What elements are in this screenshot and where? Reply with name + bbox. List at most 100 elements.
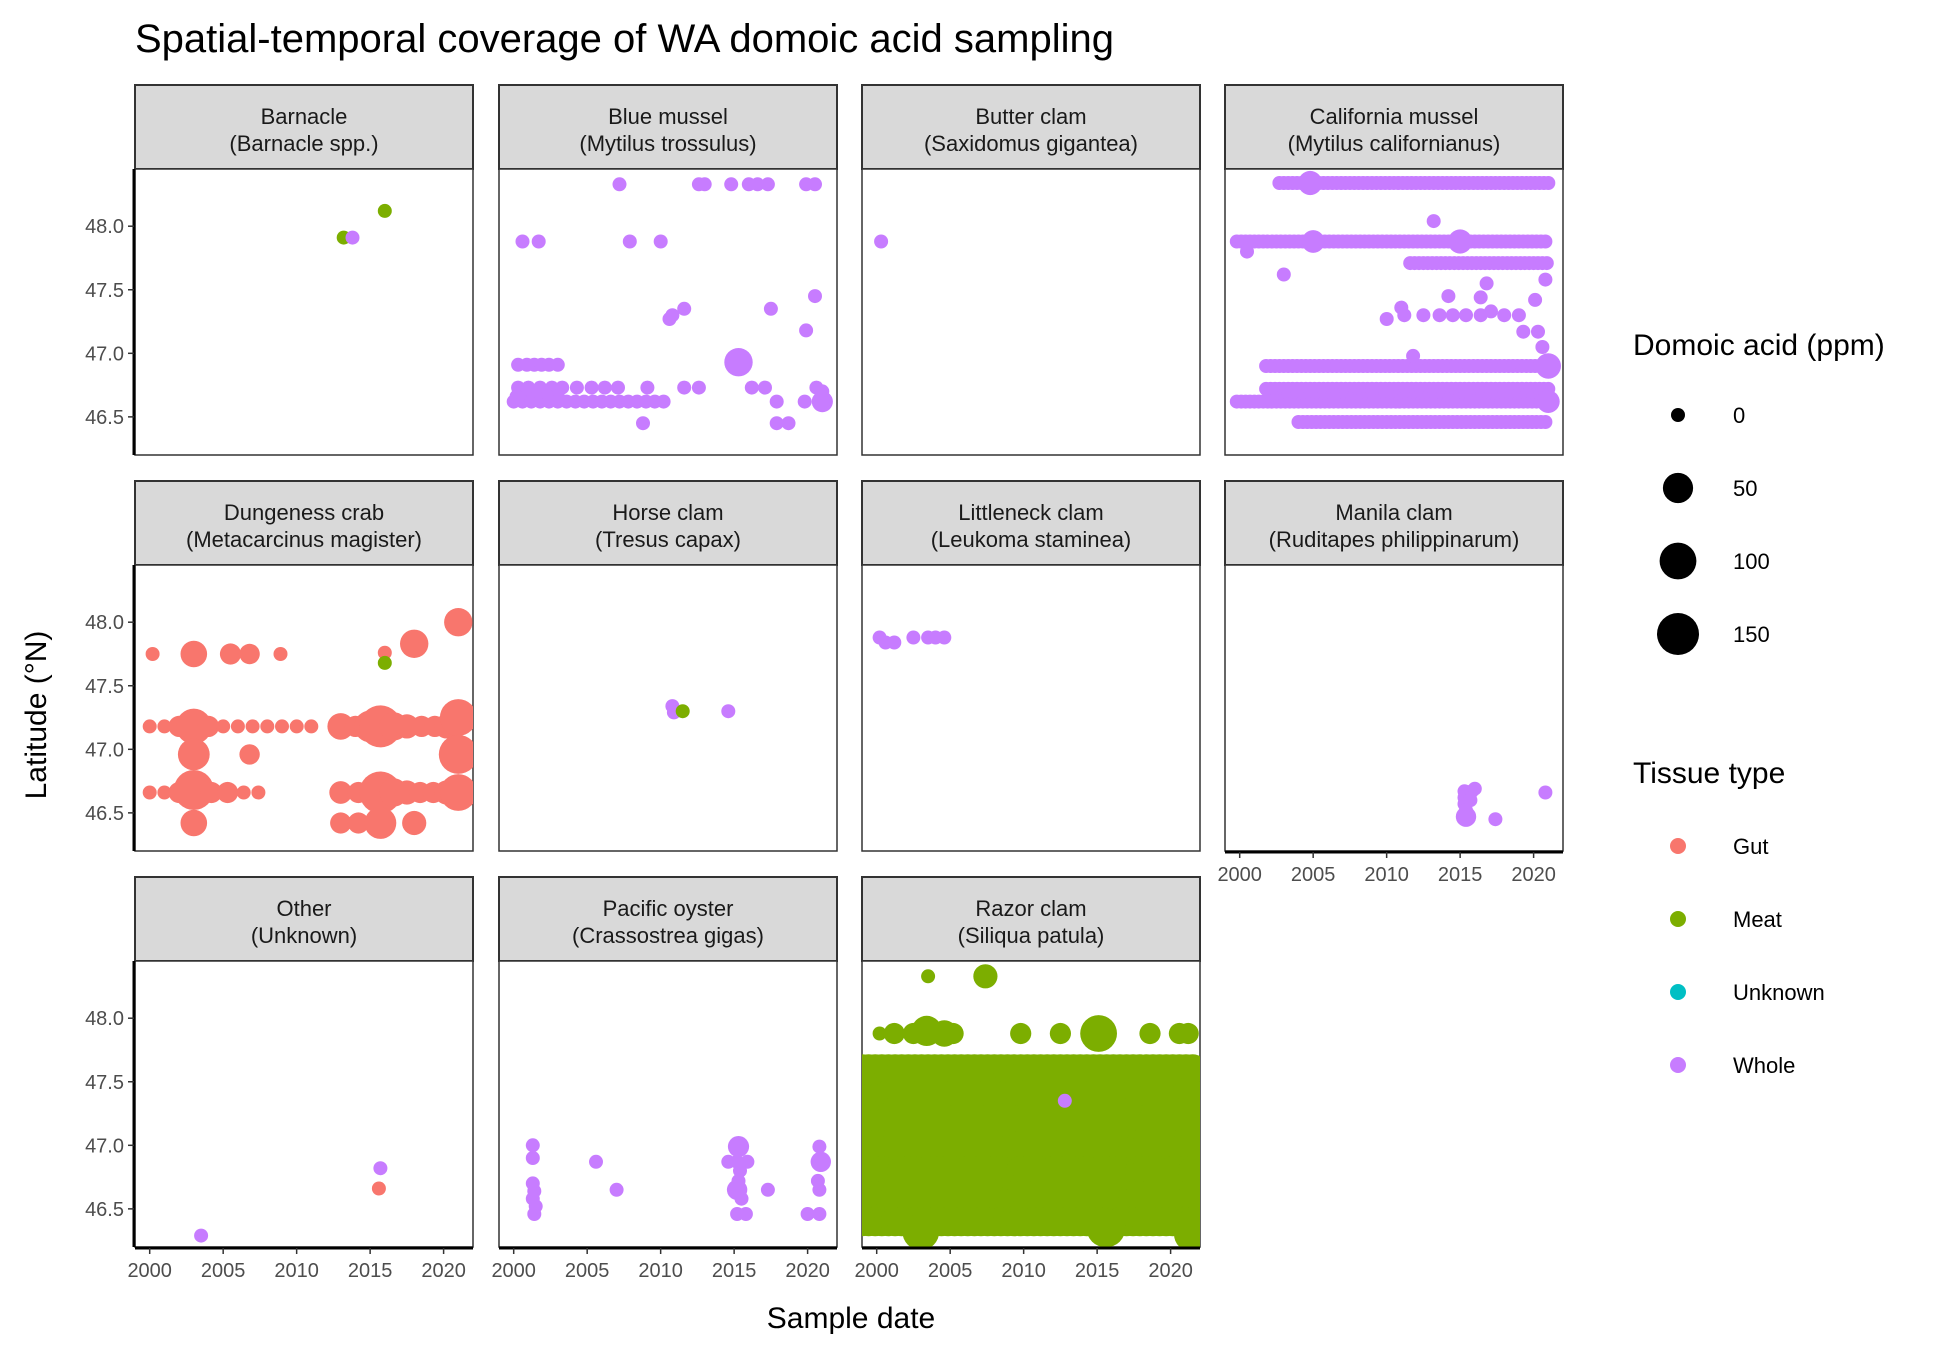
strip-label: Razor clam	[975, 896, 1086, 921]
data-point	[677, 301, 692, 316]
data-point	[217, 781, 239, 804]
data-point	[1516, 324, 1531, 339]
data-point	[439, 699, 473, 736]
data-point	[531, 234, 546, 249]
data-point	[612, 177, 627, 192]
strip-background	[498, 84, 838, 170]
data-point	[653, 234, 668, 249]
strip-background	[1224, 480, 1564, 566]
facet-panel: Horse clam(Tresus capax)	[498, 480, 838, 852]
facet-panel: Manila clam(Ruditapes philippinarum) 2000…	[1217, 480, 1564, 886]
strip-label: (Ruditapes philippinarum)	[1269, 527, 1520, 552]
y-axis-title: Latitude (°N)	[20, 631, 53, 800]
data-point	[1178, 1181, 1200, 1211]
data-point	[758, 380, 772, 395]
chart-title: Spatial-temporal coverage of WA domoic a…	[135, 17, 1114, 61]
data-point	[1086, 1208, 1126, 1247]
strip-background	[134, 84, 474, 170]
data-point	[724, 348, 753, 377]
data-point	[730, 1207, 745, 1221]
facet-panel: Dungeness crab(Metacarcinus magister) 46.…	[85, 480, 474, 852]
strip-background	[498, 876, 838, 962]
data-point	[176, 708, 212, 745]
data-point	[640, 380, 655, 395]
data-point	[1536, 390, 1560, 413]
x-tick-label: 2020	[1511, 864, 1556, 886]
data-point	[1463, 793, 1478, 808]
data-point	[236, 785, 251, 800]
data-point	[800, 1207, 815, 1221]
data-point	[1177, 1022, 1199, 1045]
strip-label: (Mytilus trossulus)	[579, 131, 756, 156]
data-point	[525, 1138, 540, 1153]
data-point	[797, 394, 812, 409]
strip-label: Littleneck clam	[958, 500, 1104, 525]
data-point	[1531, 324, 1545, 339]
data-point	[1455, 806, 1477, 827]
data-point	[611, 380, 625, 395]
x-tick-label: 2010	[638, 1260, 683, 1282]
data-point	[750, 177, 765, 192]
x-tick-label: 2005	[565, 1260, 610, 1282]
data-point	[219, 643, 242, 665]
data-point	[691, 380, 706, 395]
data-point	[1174, 1217, 1200, 1247]
data-point	[721, 704, 736, 719]
data-point	[373, 1161, 388, 1176]
data-point	[1426, 214, 1441, 229]
strip-background	[861, 480, 1201, 566]
data-point	[439, 774, 473, 811]
data-point	[1538, 234, 1553, 249]
data-point	[1397, 308, 1412, 323]
point-layer	[336, 203, 392, 245]
data-point	[1240, 244, 1254, 259]
data-point	[584, 380, 599, 395]
data-point	[1467, 781, 1482, 796]
data-point	[1276, 267, 1291, 282]
size-legend-key	[1671, 408, 1685, 422]
facet-panel: Razor clam(Siliqua patula) 2000 2005 2010 20…	[854, 876, 1201, 1282]
strip-background	[861, 876, 1201, 962]
data-point	[902, 1213, 940, 1247]
data-point	[330, 812, 352, 834]
data-point	[377, 203, 392, 218]
point-layer	[874, 234, 889, 249]
point-layer	[506, 177, 833, 431]
data-point	[180, 809, 208, 837]
data-point	[760, 177, 775, 192]
data-point	[438, 734, 473, 774]
x-tick-label: 2020	[785, 1260, 830, 1282]
data-point	[811, 391, 833, 413]
strip-label: Barnacle	[261, 104, 348, 129]
point-layer	[142, 608, 473, 839]
data-point	[251, 785, 266, 800]
strip-label: (Tresus capax)	[595, 527, 741, 552]
data-point	[812, 1139, 827, 1154]
data-point	[377, 655, 392, 670]
data-point	[656, 394, 671, 409]
data-point	[200, 781, 222, 804]
data-point	[763, 301, 778, 316]
data-point	[157, 719, 172, 734]
facet-panel: Blue mussel(Mytilus trossulus)	[498, 84, 838, 456]
data-point	[142, 785, 157, 800]
x-tick-label: 2015	[348, 1260, 393, 1282]
data-point	[1049, 1022, 1071, 1045]
data-point	[304, 719, 319, 734]
data-point	[173, 770, 214, 810]
color-legend-key	[1670, 838, 1686, 854]
data-point	[810, 1151, 831, 1173]
size-legend-label: 150	[1733, 622, 1770, 647]
data-point	[812, 1182, 827, 1197]
y-tick-label: 47.5	[85, 1072, 124, 1094]
data-point	[697, 177, 712, 192]
strip-label: (Mytilus californianus)	[1288, 131, 1501, 156]
y-tick-label: 48.0	[85, 216, 124, 238]
x-tick-label: 2020	[1148, 1260, 1193, 1282]
strip-background	[134, 876, 474, 962]
strip-label: (Metacarcinus magister)	[186, 527, 422, 552]
y-tick-label: 46.5	[85, 407, 124, 429]
size-legend-key	[1657, 613, 1699, 655]
data-point	[1406, 348, 1421, 363]
